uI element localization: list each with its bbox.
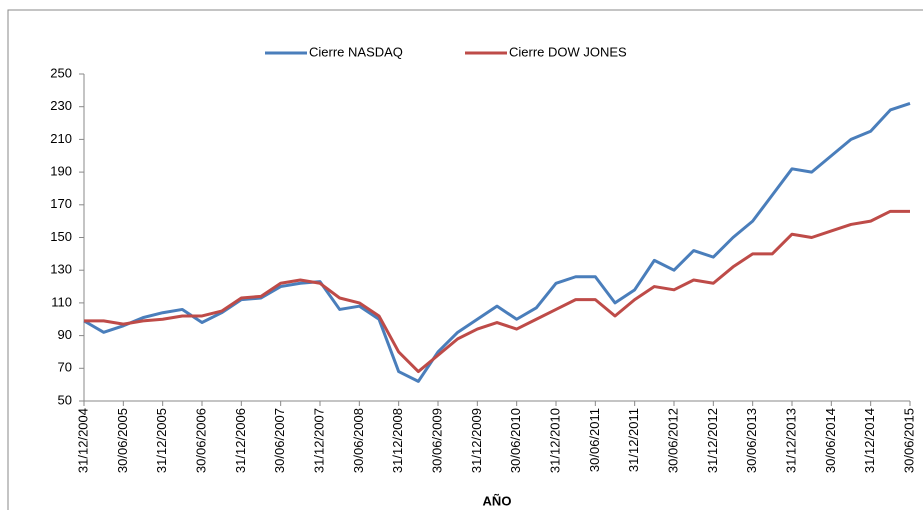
x-axis-label: AÑO [483,493,512,508]
x-tick-label: 30/06/2006 [193,408,208,473]
x-tick-label: 31/12/2005 [154,408,169,473]
x-tick-label: 31/12/2013 [783,408,798,473]
line-series [84,209,910,374]
x-tick-label: 30/06/2007 [272,408,287,473]
y-tick-label: 130 [50,262,72,277]
x-tick-label: 31/12/2009 [469,408,484,473]
x-tick-label: 31/12/2007 [311,408,326,473]
y-tick-label: 190 [50,164,72,179]
x-tick-label: 30/06/2014 [823,408,838,473]
y-tick-label: 230 [50,98,72,113]
x-tick-label: 30/06/2008 [351,408,366,473]
x-tick-label: 31/12/2008 [390,408,405,473]
line-series [83,102,911,383]
x-tick-label: 30/06/2015 [901,408,916,473]
chart-frame [7,9,923,510]
legend-label: Cierre DOW JONES [509,44,627,59]
x-tick-label: 31/12/2004 [75,408,90,473]
x-tick-label: 31/12/2006 [233,408,248,473]
y-tick-label: 250 [50,65,72,80]
x-tick-label: 31/12/2012 [705,408,720,473]
x-tick-label: 30/06/2012 [665,408,680,473]
y-tick-label: 110 [51,294,72,309]
x-tick-label: 30/06/2009 [429,408,444,473]
x-tick-label: 31/12/2011 [626,408,641,472]
legend-label: Cierre NASDAQ [309,44,403,59]
x-tick-label: 30/06/2013 [744,408,759,473]
y-tick-label: 70 [58,360,72,375]
x-tick-label: 31/12/2010 [547,408,562,473]
y-tick-label: 170 [50,196,72,211]
x-tick-label: 31/12/2014 [862,408,877,473]
x-tick-label: 30/06/2005 [115,408,130,473]
y-tick-label: 50 [58,392,72,407]
y-tick-label: 210 [50,131,72,146]
y-tick-label: 90 [58,327,72,342]
y-tick-label: 150 [50,229,72,244]
x-tick-label: 30/06/2010 [508,408,523,473]
x-tick-label: 30/06/2011 [587,408,602,472]
